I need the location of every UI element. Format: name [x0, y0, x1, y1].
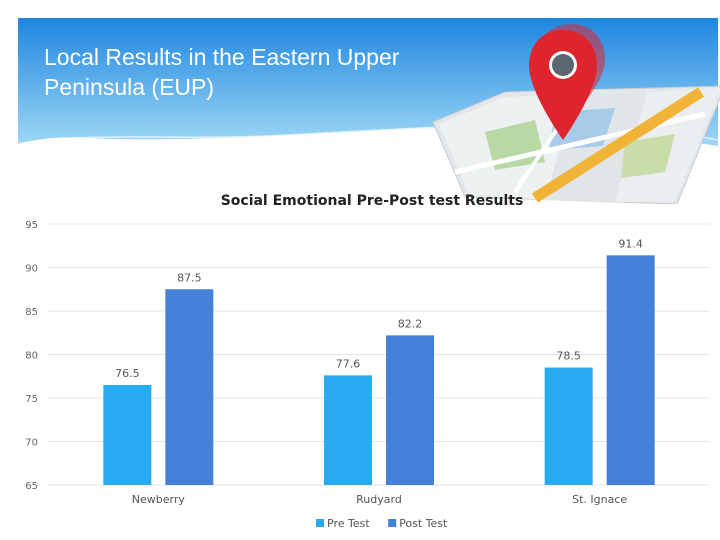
y-tick-label: 70: [25, 438, 38, 449]
bar: [606, 255, 655, 485]
data-label: 87.5: [177, 271, 202, 284]
chart-title: Social Emotional Pre-Post test Results: [221, 193, 524, 209]
y-tick-label: 85: [25, 307, 38, 318]
bar: [324, 375, 372, 485]
data-label: 76.5: [115, 367, 140, 380]
x-tick-label: Newberry: [132, 493, 186, 506]
legend-label: Post Test: [399, 517, 448, 530]
data-label: 77.6: [336, 357, 361, 370]
bar: [386, 335, 434, 485]
y-tick-label: 90: [25, 264, 38, 275]
legend-swatch: [388, 519, 397, 527]
slide-title: Local Results in the Eastern Upper Penin…: [44, 44, 400, 100]
x-tick-label: Rudyard: [356, 493, 402, 506]
y-tick-label: 65: [25, 481, 38, 492]
y-tick-label: 80: [25, 351, 38, 362]
data-label: 91.4: [618, 237, 643, 250]
legend-swatch: [316, 519, 324, 527]
data-label: 78.5: [556, 350, 581, 363]
bar: [165, 289, 214, 485]
bar: [103, 384, 152, 485]
y-tick-label: 95: [25, 220, 38, 231]
x-tick-label: St. Ignace: [572, 493, 627, 506]
bar: [544, 367, 593, 485]
map-icon: [432, 24, 720, 204]
legend-label: Pre Test: [327, 517, 370, 530]
bar-chart: Social Emotional Pre-Post test Results 6…: [25, 193, 710, 530]
location-pin-icon: [529, 24, 605, 140]
y-tick-label: 75: [25, 394, 38, 405]
data-label: 82.2: [398, 317, 423, 330]
